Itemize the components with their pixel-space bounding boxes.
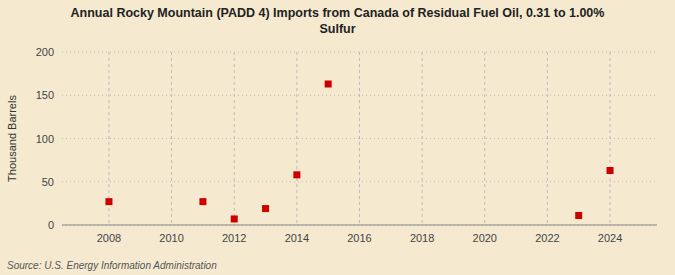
grid <box>62 52 657 225</box>
y-grid-line <box>62 181 657 182</box>
x-tick-label: 2024 <box>598 232 622 244</box>
y-tick-label: 0 <box>48 219 54 231</box>
chart-container: Annual Rocky Mountain (PADD 4) Imports f… <box>0 0 675 275</box>
x-tick-label: 2008 <box>97 232 121 244</box>
x-grid-line <box>171 52 172 225</box>
x-grid-line <box>296 52 297 225</box>
source-note: Source: U.S. Energy Information Administ… <box>7 260 217 271</box>
point <box>231 215 238 222</box>
chart-svg: Annual Rocky Mountain (PADD 4) Imports f… <box>0 0 675 275</box>
point <box>199 198 206 205</box>
x-tick-label: 2014 <box>285 232 309 244</box>
y-tick-label: 50 <box>42 176 54 188</box>
x-tick-label: 2016 <box>347 232 371 244</box>
x-grid-line <box>422 52 423 225</box>
point <box>575 212 582 219</box>
x-tick-label: 2010 <box>159 232 183 244</box>
background <box>0 0 675 275</box>
x-grid-line <box>234 52 235 225</box>
y-tick-label: 200 <box>36 46 54 58</box>
point <box>325 81 332 88</box>
point <box>105 198 112 205</box>
x-grid-line <box>484 52 485 225</box>
x-grid-line <box>610 52 611 225</box>
y-tick-label: 100 <box>36 133 54 145</box>
x-tick-label: 2022 <box>535 232 559 244</box>
points <box>105 81 613 223</box>
x-axis-line <box>62 225 657 226</box>
x-grid-line <box>359 52 360 225</box>
point <box>607 167 614 174</box>
y-tick-label: 150 <box>36 89 54 101</box>
x-tick-label: 2018 <box>410 232 434 244</box>
point <box>293 171 300 178</box>
title: Annual Rocky Mountain (PADD 4) Imports f… <box>71 6 605 36</box>
y-grid-line <box>62 225 657 226</box>
x-tick-label: 2012 <box>222 232 246 244</box>
x-tick-label: 2020 <box>473 232 497 244</box>
y-axis-label: Thousand Barrels <box>6 95 18 182</box>
point <box>262 205 269 212</box>
x-grid-line <box>547 52 548 225</box>
